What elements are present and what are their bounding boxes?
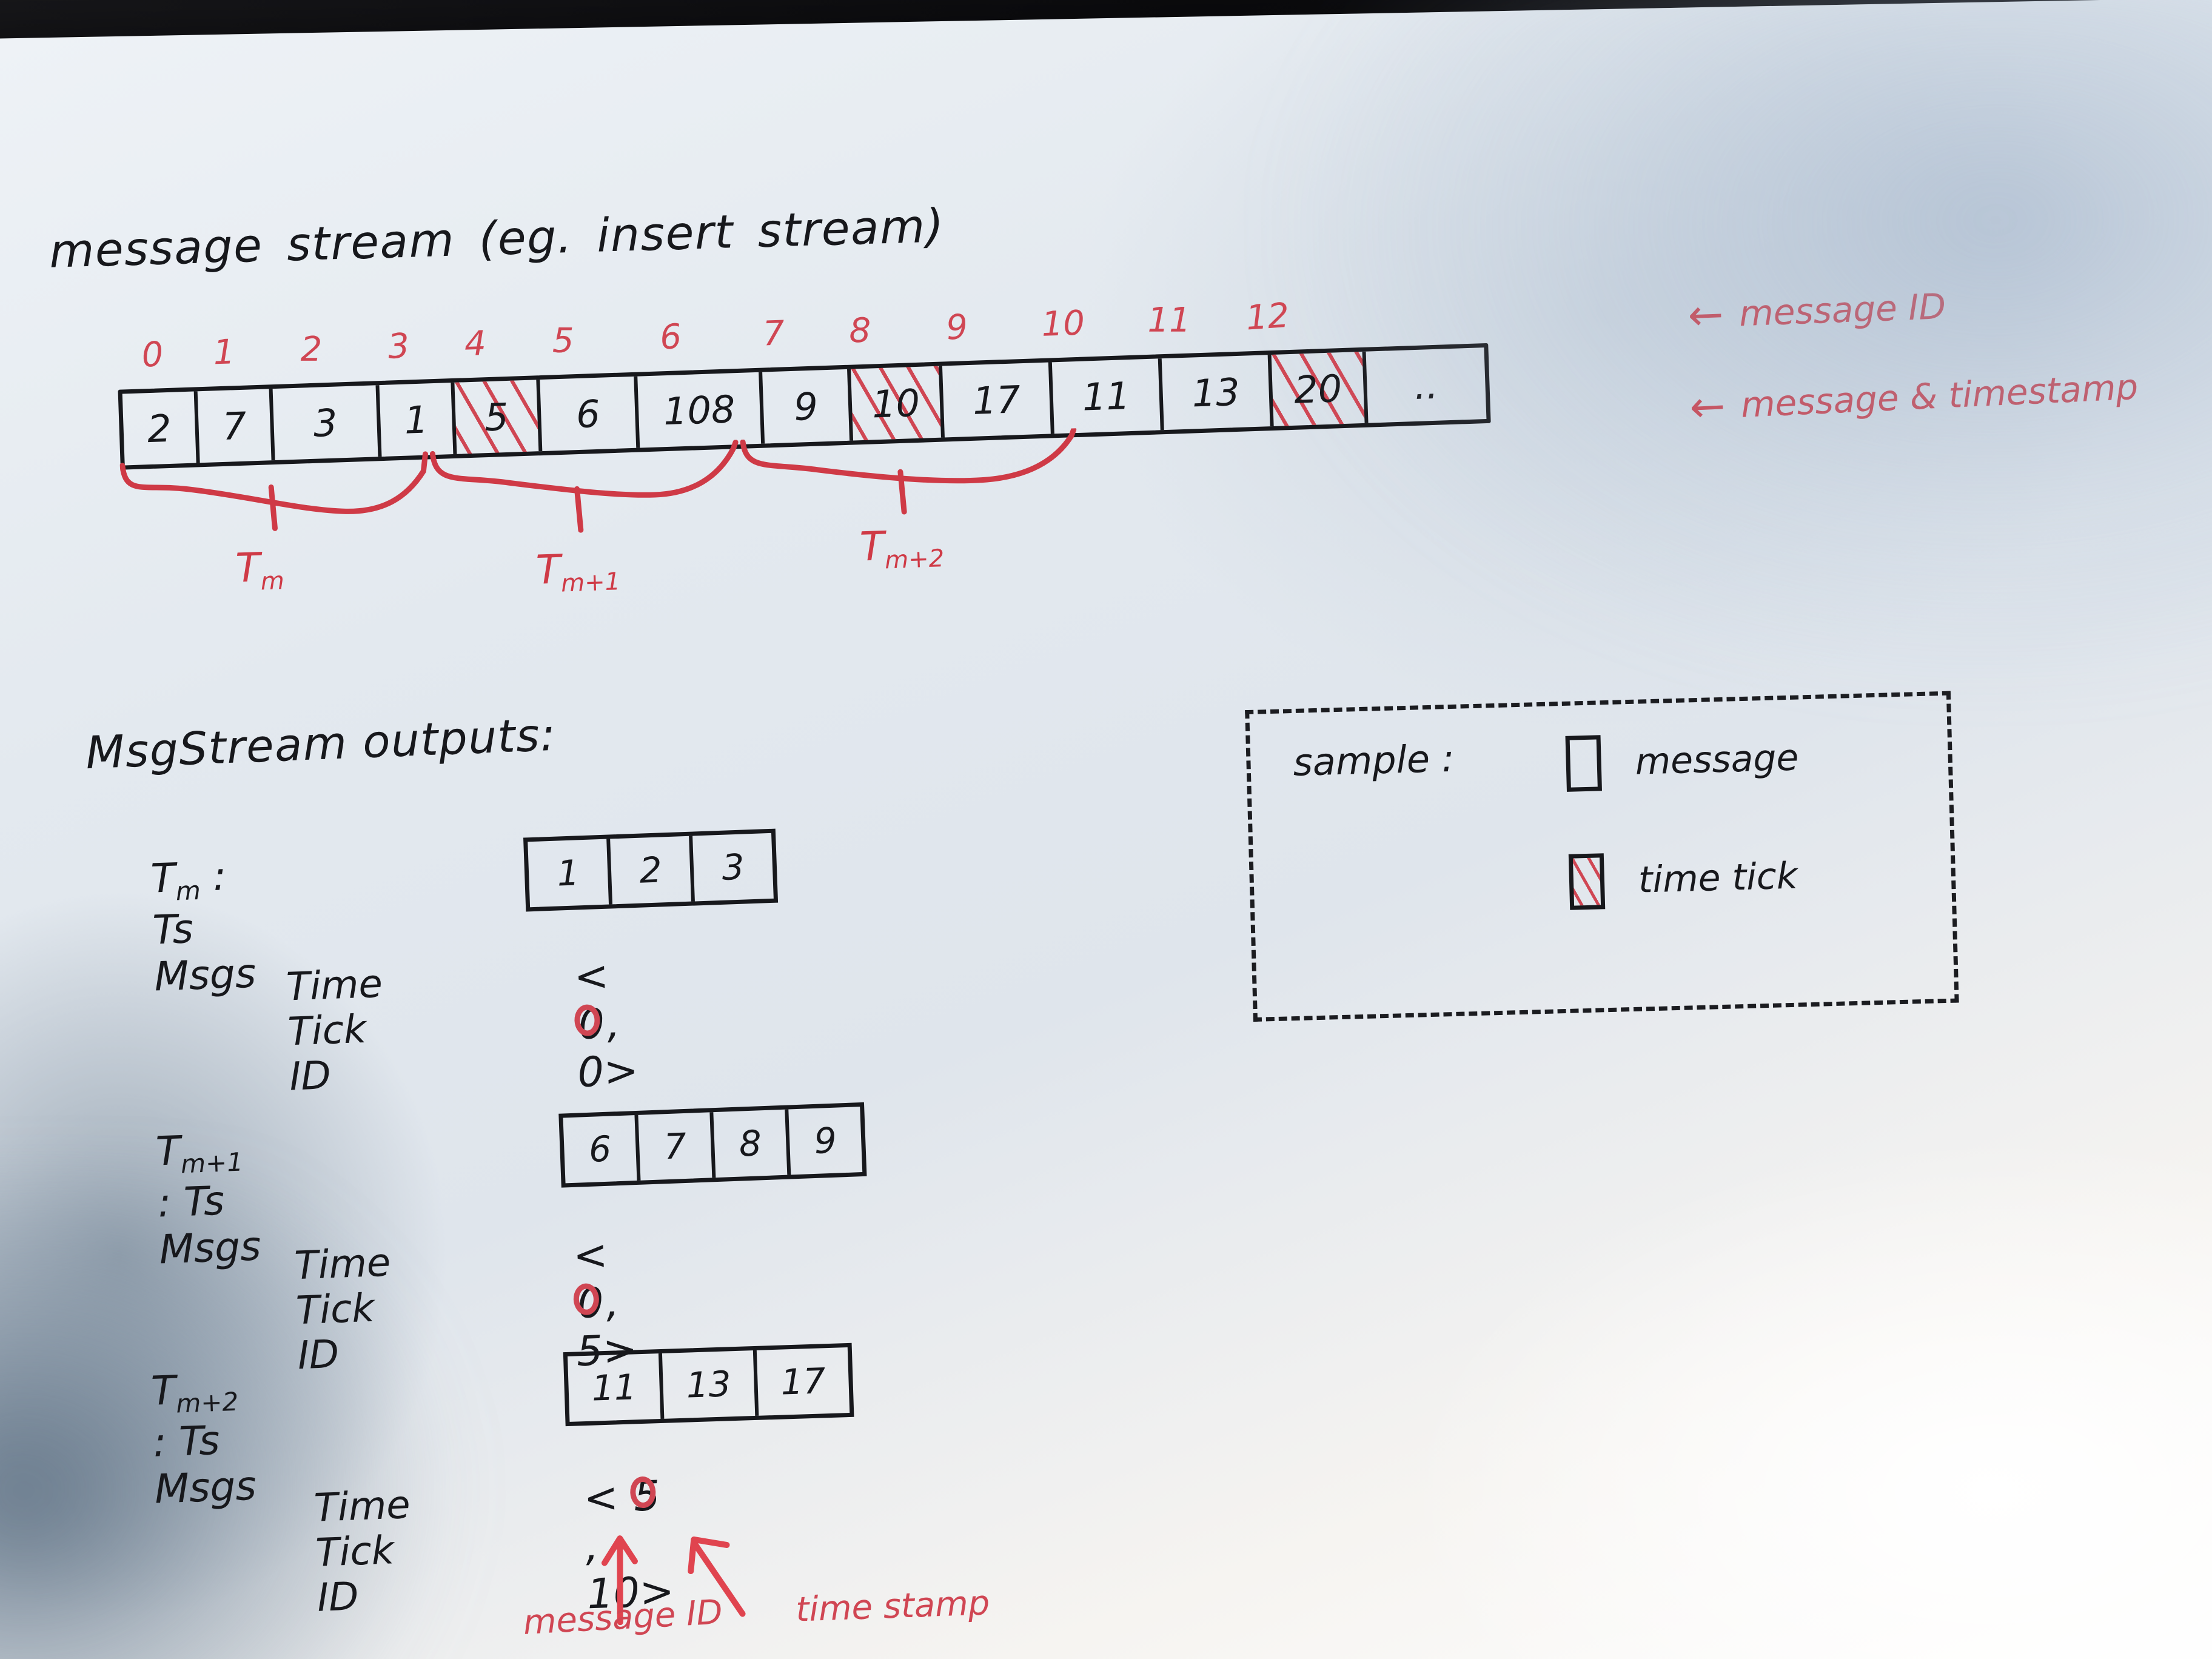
legend-item-message: message	[1565, 729, 1800, 792]
stream-index-label: 3	[386, 326, 411, 367]
ts-msg-cell: 7	[638, 1112, 716, 1181]
ts-msg-cell: 11	[567, 1353, 665, 1422]
stream-index-label: 11	[1147, 300, 1191, 340]
stream-cell-message: 17	[942, 362, 1054, 438]
stream-cell-timetick: 10	[851, 366, 945, 441]
stream-index-label: 10	[1041, 303, 1085, 344]
stream-cell-message: 7	[197, 389, 275, 463]
legend-item-timetick: time tick	[1568, 848, 1798, 910]
timetick-label-tm1: Time Tick ID	[293, 1240, 392, 1379]
stream-index-label: 12	[1244, 295, 1291, 338]
stream-cell-message: 3	[272, 385, 382, 461]
annotation-message-id: ← message ID	[1687, 286, 1947, 341]
page-title: message stream (eg. insert stream)	[48, 198, 945, 278]
annotation-message-timestamp: ← message & timestamp	[1688, 366, 2139, 432]
stream-cell-message: 6	[540, 376, 640, 452]
legend-label-timetick: time tick	[1638, 854, 1798, 902]
annotation-message-timestamp-label: message & timestamp	[1740, 366, 2139, 426]
stream-index-label: 6	[659, 317, 683, 358]
callout-arrows	[601, 1535, 746, 1626]
stream-cell-timetick: 5	[454, 380, 543, 454]
stream-index-label: 7	[762, 313, 785, 354]
brace-label-tm1: Tm+1	[535, 546, 621, 598]
timetick-label-tm2: Time Tick ID	[313, 1483, 411, 1621]
output-label-tm2: Tm+2 : Ts Msgs	[150, 1367, 257, 1513]
left-arrow-icon-2: ←	[1688, 381, 1726, 432]
legend-title: sample :	[1292, 736, 1455, 785]
stream-cell-timetick: 20	[1271, 351, 1369, 426]
ts-msg-cell: 3	[721, 846, 745, 888]
stream-cell-message: 2	[122, 391, 200, 466]
timetick-swatch-icon	[1568, 853, 1606, 910]
legend-label-message: message	[1634, 736, 1800, 783]
ts-msgs-box-tm2: 11 13 17	[563, 1342, 854, 1427]
ts-msg-cell: 9	[813, 1119, 837, 1162]
stream-cell-message: 108	[637, 372, 765, 448]
stream-index-label: 4	[463, 324, 487, 364]
stream-cell-message: 11	[1051, 358, 1164, 434]
stream-index-label: 5	[552, 321, 574, 361]
outputs-heading: MsgStream outputs:	[84, 708, 558, 780]
ts-msg-cell: 2	[610, 836, 695, 905]
stream-cell-ellipsis: ..	[1413, 363, 1439, 408]
callout-message-id: message ID	[522, 1592, 724, 1643]
ts-msg-cell: 8	[713, 1109, 791, 1178]
timetick-value-tm: < 0, 0>	[573, 952, 640, 1098]
timetick-label-tm: Time Tick ID	[285, 961, 384, 1100]
callout-timestamp: time stamp	[795, 1583, 991, 1630]
left-arrow-icon: ←	[1687, 289, 1724, 341]
stream-index-label: 8	[849, 311, 871, 351]
output-label-tm: Tm : Ts Msgs	[150, 853, 257, 1000]
legend-box: sample : message time tick	[1245, 691, 1959, 1022]
output-label-tm1: Tm+1 : Ts Msgs	[155, 1127, 262, 1273]
ts-msg-cell: 6	[563, 1114, 641, 1184]
ts-msg-cell: 1	[528, 839, 613, 908]
brace-paths	[119, 426, 1077, 533]
stream-cell-message: 1	[379, 382, 457, 457]
ts-msg-cell: 13	[662, 1350, 759, 1419]
stream-index-label: 9	[945, 307, 970, 348]
ts-msg-cell: 17	[780, 1360, 826, 1403]
stream-cell-message: 13	[1161, 355, 1274, 431]
stream-index-label: 1	[212, 332, 236, 373]
timetick-id-tm: 0	[575, 1000, 608, 1049]
stream-index-label: 2	[300, 329, 323, 369]
message-swatch-icon	[1565, 735, 1602, 792]
timetick-id-tm1: 0	[574, 1279, 607, 1329]
annotation-message-id-label: message ID	[1738, 286, 1947, 335]
brace-label-tm: Tm	[235, 544, 285, 596]
timetick-ts-tm: 0	[577, 1048, 605, 1098]
brace-label-tm2: Tm+2	[859, 523, 945, 575]
timetick-id-tm2: 5	[631, 1472, 663, 1521]
stream-cell-message: 9	[762, 369, 854, 444]
stream-index-label: 0	[140, 334, 165, 375]
